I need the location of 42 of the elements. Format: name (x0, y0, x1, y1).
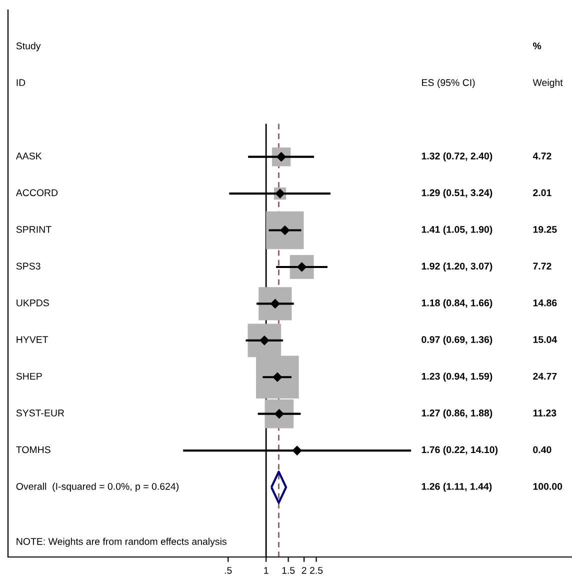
text: Weight (532, 78, 563, 88)
annotation: 1.29 (0.51, 3.24) (422, 189, 492, 198)
text: Study (16, 42, 41, 52)
text: NOTE: Weights are from random effects analysis (16, 538, 226, 547)
category-label: ACCORD (16, 189, 58, 196)
x-tick-label: 1 (264, 567, 268, 574)
annotation: 0.97 (0.69, 1.36) (422, 336, 492, 345)
category-label: SYST-EUR (16, 410, 64, 416)
annotation: 24.77 (533, 372, 557, 380)
annotation: 2.01 (533, 189, 552, 196)
point (272, 372, 282, 382)
annotation: 7.72 (533, 262, 552, 270)
category-label: SHEP (16, 372, 42, 380)
annotation: 1.41 (1.05, 1.90) (422, 226, 492, 235)
category-label: SPS3 (16, 262, 40, 270)
annotation: 1.32 (0.72, 2.40) (422, 152, 492, 162)
annotation: 0.40 (533, 446, 552, 454)
category-label: AASK (16, 152, 42, 160)
annotation: 1.26 (1.11, 1.44) (422, 482, 492, 492)
annotation: 19.25 (533, 226, 557, 233)
category-label: SPRINT (16, 226, 52, 233)
text: ES (95% CI) (422, 78, 475, 88)
annotation: 1.76 (0.22, 14.10) (422, 446, 498, 456)
annotation: 1.23 (0.94, 1.59) (422, 372, 492, 382)
annotation: 15.04 (533, 336, 558, 344)
text: ID (16, 79, 26, 86)
x-tick-label: 2.5 (310, 566, 323, 574)
annotation: 4.72 (532, 152, 552, 160)
annotation: 14.86 (533, 299, 557, 306)
x-tick-label: 1.5 (282, 567, 295, 574)
annotation: 1.27 (0.86, 1.88) (422, 409, 492, 418)
annotation: 100.00 (533, 482, 562, 490)
category-label: UKPDS (16, 299, 49, 306)
x-tick-label: 2 (302, 566, 306, 574)
x-tick-label: .5 (224, 567, 232, 574)
text: % (532, 42, 542, 50)
category-label: TOMHS (16, 446, 50, 454)
annotation: 1.92 (1.20, 3.07) (422, 262, 492, 272)
annotation: 11.23 (533, 410, 556, 416)
annotation: 1.18 (0.84, 1.66) (422, 299, 492, 308)
category-label: HYVET (16, 336, 48, 343)
category-label: Overall (I-squared = 0.0%, p = 0.624) (16, 482, 178, 492)
